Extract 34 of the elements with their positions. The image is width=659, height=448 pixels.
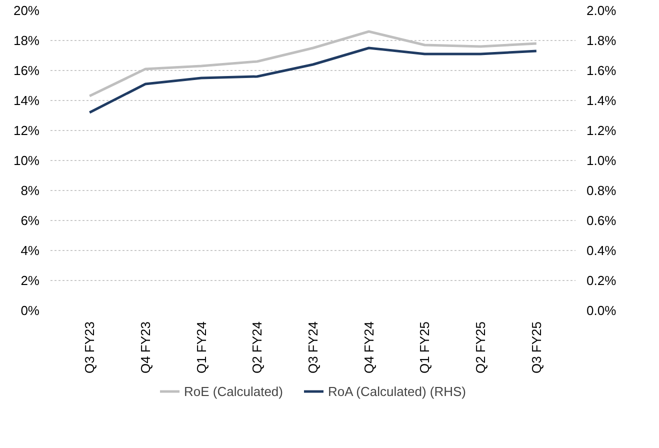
y-tick-label: 8% (20, 183, 40, 198)
x-tick-label: Q2 FY25 (473, 321, 488, 374)
x-tick-label: Q1 FY24 (194, 321, 209, 374)
x-tick-label: Q4 FY23 (138, 321, 153, 374)
x-tick-label: Q2 FY24 (250, 321, 265, 374)
y2-tick-label: 1.4% (586, 93, 617, 108)
y2-tick-label: 0.4% (586, 243, 617, 258)
y-tick-label: 16% (13, 63, 40, 78)
y2-tick-label: 1.0% (586, 153, 617, 168)
x-tick-label: Q3 FY25 (528, 321, 544, 374)
y-tick-label: 2% (20, 273, 40, 288)
y2-tick-label: 2.0% (586, 3, 617, 18)
x-tick-label: Q3 FY24 (306, 321, 320, 374)
y-tick-label: 10% (13, 153, 40, 168)
x-tick-label: Q1 FY25 (417, 321, 432, 374)
y-tick-label: 18% (13, 33, 40, 48)
x-tick-label: Q4 FY24 (361, 321, 376, 374)
y-tick-label: 14% (13, 93, 40, 108)
y2-tick-label: 0.6% (586, 213, 617, 228)
y-tick-label: 12% (13, 123, 40, 138)
y-tick-label: 4% (20, 243, 40, 258)
y-tick-label: 20% (13, 3, 40, 18)
x-tick-label: Q3 FY23 (82, 321, 98, 374)
y2-tick-label: 1.8% (586, 33, 617, 48)
y2-tick-label: 1.2% (586, 123, 617, 138)
y2-tick-label: 0.2% (586, 273, 617, 288)
y-tick-label: 6% (20, 213, 40, 228)
legend-label: RoA (Calculated) (RHS) (328, 384, 466, 398)
y2-tick-label: 0.0% (586, 303, 617, 318)
y-tick-label: 0% (20, 303, 40, 318)
legend-label: RoE (Calculated) (184, 384, 283, 398)
y2-tick-label: 0.8% (586, 183, 617, 198)
line-series (88, 46, 538, 114)
y2-tick-label: 1.6% (586, 63, 617, 78)
